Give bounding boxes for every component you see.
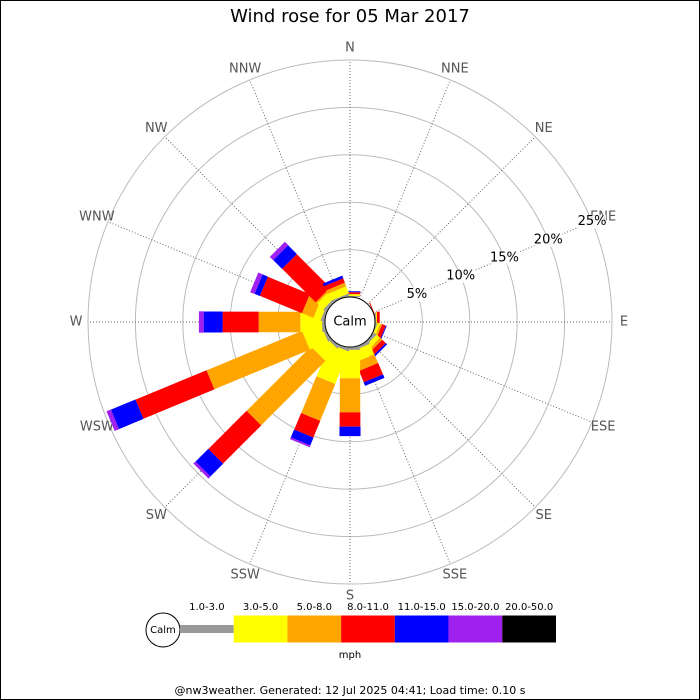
legend-units: mph [339, 650, 361, 661]
legend-label: 5.0-8.0 [297, 602, 332, 613]
tick-label-bg [534, 232, 563, 247]
bar-segment [323, 278, 345, 291]
bar-segment [106, 409, 120, 432]
legend-swatch [341, 615, 395, 643]
bar-segment [110, 399, 144, 430]
r-tick-label: 20% [534, 232, 563, 247]
bar-segment [359, 363, 383, 383]
tick-label-bg [578, 214, 607, 229]
grid-ring [182, 154, 518, 490]
bar-segment [290, 429, 314, 446]
bar-segment [294, 412, 321, 438]
legend-label: 3.0-5.0 [243, 602, 278, 613]
bar-segment [339, 426, 361, 437]
r-tick-label: 10% [446, 269, 475, 284]
bar-segment [289, 437, 311, 448]
direction-label: SE [536, 508, 552, 523]
bar-segment [316, 343, 349, 384]
bar-segment [330, 293, 350, 303]
tick-label-bg [402, 287, 431, 302]
direction-label: ESE [591, 419, 616, 434]
direction-label: WSW [80, 419, 114, 434]
legend-swatch [180, 625, 234, 633]
spoke [249, 79, 341, 300]
bar-segment [250, 272, 263, 295]
bar-segment [203, 311, 223, 333]
bar-segment [363, 374, 385, 386]
legend-label: 15.0-20.0 [451, 602, 499, 613]
legend-calm-label: Calm [150, 625, 176, 636]
bar-segment [282, 254, 331, 303]
footer: @nw3weather. Generated: 12 Jul 2025 04:4… [175, 684, 526, 697]
direction-label: WNW [79, 210, 115, 225]
bar-segment [370, 342, 388, 360]
direction-label: NNE [441, 61, 469, 76]
r-tick-label: 15% [490, 251, 519, 266]
tick-label-bg [446, 269, 475, 284]
spoke [367, 339, 536, 508]
bar-segment [327, 286, 349, 302]
spoke [367, 136, 536, 305]
legend-label: 1.0-3.0 [189, 602, 224, 613]
bar-segment [254, 274, 268, 297]
bar-segment [198, 311, 204, 333]
legend-label: 8.0-11.0 [347, 602, 389, 613]
direction-label: SSW [230, 568, 260, 583]
bar-segment [322, 275, 344, 287]
bar-segment [258, 311, 301, 333]
bar-segment [135, 370, 215, 419]
spoke [372, 331, 593, 423]
legend-swatch [394, 615, 449, 643]
bar-segment [339, 378, 361, 413]
legend-swatch [233, 615, 288, 643]
legend-label: 20.0-50.0 [505, 602, 553, 613]
direction-label: S [346, 589, 354, 604]
legend-swatch [448, 615, 503, 643]
bar-segment [273, 245, 297, 269]
bar-segment [195, 448, 224, 477]
bar-segment [206, 330, 310, 390]
bar-segment [355, 354, 379, 371]
legend-swatch [287, 615, 342, 643]
bar-segment [259, 276, 310, 314]
direction-label: SSE [442, 568, 467, 583]
r-tick-label: 5% [407, 287, 428, 302]
bar-segment [246, 346, 326, 426]
direction-label: N [345, 41, 355, 56]
direction-label: E [620, 315, 628, 330]
bar-segment [208, 410, 262, 464]
bar-segment [325, 282, 347, 295]
bar-segment [301, 376, 336, 421]
direction-label: W [70, 315, 83, 330]
calm-label: Calm [333, 315, 366, 330]
calm-circle [324, 296, 376, 348]
legend-label: 11.0-15.0 [398, 602, 446, 613]
direction-label: NNW [229, 61, 261, 76]
spoke [359, 79, 451, 300]
direction-label: NW [145, 121, 168, 136]
r-tick-label: 25% [578, 214, 607, 229]
direction-label: NE [535, 121, 553, 136]
tick-label-bg [490, 251, 519, 266]
direction-label: SW [146, 508, 167, 523]
legend-swatch [502, 615, 556, 643]
bar-segment [193, 461, 211, 479]
bar-segment [269, 241, 289, 261]
chart-title: Wind rose for 05 Mar 2017 [230, 6, 470, 27]
bar-segment [222, 311, 259, 333]
bar-segment [339, 412, 361, 427]
grid-ring [87, 59, 613, 585]
